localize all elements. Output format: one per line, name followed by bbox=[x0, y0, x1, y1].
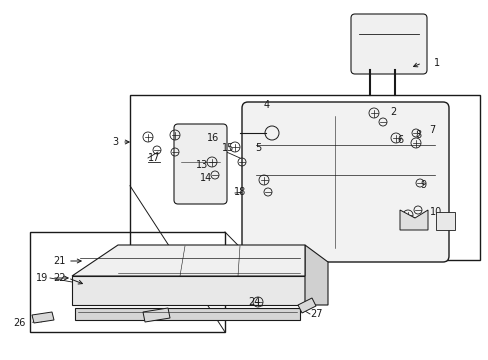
Text: 20: 20 bbox=[200, 245, 212, 255]
Text: 23: 23 bbox=[264, 311, 276, 321]
Text: 18: 18 bbox=[234, 187, 246, 197]
Text: 16: 16 bbox=[206, 133, 219, 143]
Text: 22: 22 bbox=[53, 273, 66, 283]
Text: 6: 6 bbox=[396, 135, 402, 145]
Text: 7: 7 bbox=[428, 125, 434, 135]
FancyBboxPatch shape bbox=[174, 124, 226, 204]
Text: 5: 5 bbox=[254, 143, 261, 153]
Polygon shape bbox=[297, 298, 315, 313]
Text: 13: 13 bbox=[196, 160, 208, 170]
Text: 21: 21 bbox=[54, 256, 66, 266]
Text: 17: 17 bbox=[148, 153, 160, 163]
FancyBboxPatch shape bbox=[242, 102, 448, 262]
Text: 19: 19 bbox=[36, 273, 48, 283]
Bar bbox=[75, 308, 299, 320]
Polygon shape bbox=[305, 245, 327, 305]
Polygon shape bbox=[142, 308, 170, 322]
FancyBboxPatch shape bbox=[350, 14, 426, 74]
Text: 10: 10 bbox=[429, 207, 441, 217]
Bar bbox=[30, 232, 224, 332]
Text: 3: 3 bbox=[112, 137, 118, 147]
Text: 14: 14 bbox=[200, 173, 212, 183]
Polygon shape bbox=[435, 212, 454, 230]
Text: 24: 24 bbox=[247, 297, 260, 307]
Text: 8: 8 bbox=[414, 130, 420, 140]
Polygon shape bbox=[72, 276, 305, 305]
Bar bbox=[130, 95, 479, 260]
Text: 25: 25 bbox=[152, 311, 164, 321]
Text: 15: 15 bbox=[222, 143, 234, 153]
Text: 1: 1 bbox=[433, 58, 439, 68]
Polygon shape bbox=[32, 312, 54, 323]
Text: 4: 4 bbox=[264, 100, 269, 110]
Polygon shape bbox=[399, 210, 427, 230]
Polygon shape bbox=[72, 245, 305, 276]
Text: 12: 12 bbox=[439, 213, 451, 223]
Text: 26: 26 bbox=[14, 318, 26, 328]
Text: 11: 11 bbox=[405, 217, 417, 227]
Text: 27: 27 bbox=[309, 309, 322, 319]
Text: 9: 9 bbox=[419, 180, 425, 190]
Text: 2: 2 bbox=[389, 107, 395, 117]
